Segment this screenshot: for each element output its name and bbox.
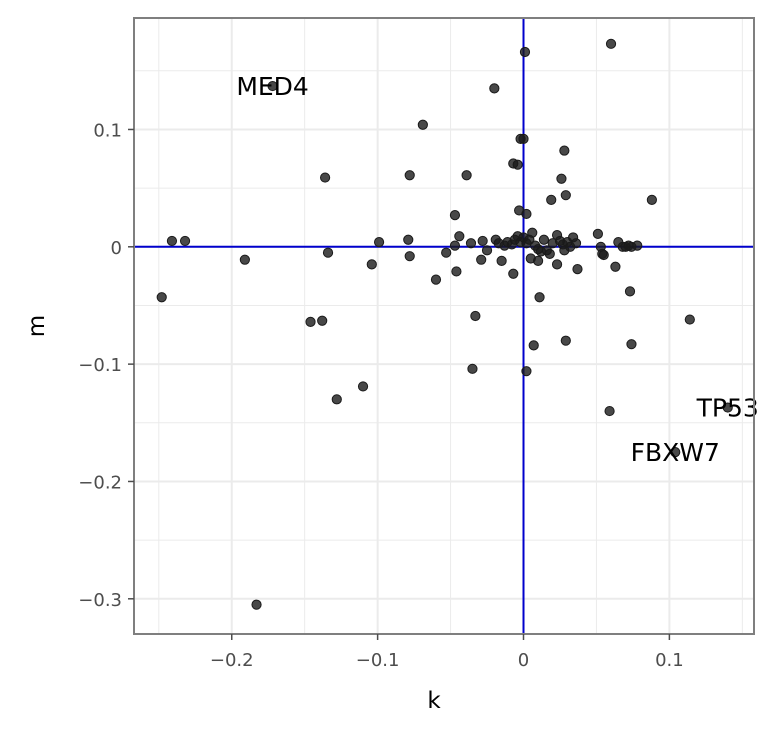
data-point <box>598 249 609 261</box>
data-point <box>521 366 532 377</box>
data-point <box>610 261 621 272</box>
data-point <box>551 259 563 270</box>
y-tick-label: −0.3 <box>78 590 122 611</box>
point-labels: MED4 TP53 FBXW7 <box>236 72 759 467</box>
y-tick-label: 0.1 <box>93 120 122 141</box>
data-point <box>521 208 532 220</box>
data-point <box>366 259 377 270</box>
y-axis-title: m <box>24 315 50 337</box>
data-point <box>532 255 544 266</box>
data-point <box>519 46 531 58</box>
data-point <box>481 245 493 256</box>
data-point <box>357 381 369 392</box>
y-axis-ticks: −0.3 −0.2 −0.1 0 0.1 <box>78 120 134 611</box>
data-point <box>404 251 415 262</box>
data-point <box>404 170 415 181</box>
data-point <box>544 248 555 259</box>
data-point <box>624 286 636 297</box>
data-point <box>465 238 477 249</box>
data-point <box>570 238 582 249</box>
data-point <box>470 310 481 322</box>
data-point <box>305 316 316 327</box>
x-tick-label: −0.1 <box>356 650 400 671</box>
data-point <box>646 194 657 205</box>
y-tick-label: −0.2 <box>78 472 122 493</box>
x-tick-label: 0 <box>518 650 529 671</box>
data-point <box>373 237 385 248</box>
plot-panel <box>134 18 754 634</box>
data-point <box>512 159 523 170</box>
data-point <box>605 38 617 49</box>
data-point <box>320 172 331 183</box>
data-point <box>449 240 461 251</box>
data-point <box>496 255 507 266</box>
data-point <box>592 228 604 239</box>
minor-gridlines <box>134 18 754 634</box>
data-point <box>508 268 519 279</box>
data-point <box>722 402 733 413</box>
data-point <box>441 247 452 258</box>
data-point <box>179 235 191 247</box>
data-points <box>156 38 733 610</box>
data-point <box>467 363 478 374</box>
data-point <box>454 231 465 242</box>
data-point <box>556 173 567 184</box>
data-point <box>489 83 500 94</box>
data-point <box>670 447 681 458</box>
data-point <box>331 394 342 405</box>
data-point <box>451 266 462 277</box>
x-axis-ticks: −0.2 −0.1 0 0.1 <box>210 634 684 671</box>
data-point <box>626 339 637 350</box>
data-point <box>534 292 545 303</box>
y-tick-label: 0 <box>111 238 122 259</box>
data-point <box>528 340 539 351</box>
data-point <box>322 247 334 258</box>
data-point <box>461 170 472 181</box>
data-point <box>538 234 550 245</box>
panel-border <box>133 17 755 635</box>
x-tick-label: −0.2 <box>210 650 254 671</box>
data-point <box>166 235 178 247</box>
data-point <box>156 292 167 303</box>
data-point <box>267 80 278 92</box>
data-point <box>317 315 328 326</box>
data-point <box>560 335 571 346</box>
x-axis-title: k <box>427 688 441 714</box>
data-point <box>604 405 615 417</box>
data-point <box>476 254 487 265</box>
data-point <box>477 235 488 247</box>
data-point <box>251 599 262 610</box>
data-point <box>572 263 583 275</box>
data-point <box>527 227 538 238</box>
reference-lines <box>134 18 754 634</box>
data-point <box>560 190 571 201</box>
x-tick-label: 0.1 <box>655 650 684 671</box>
point-label: TP53 <box>696 394 759 423</box>
data-point <box>559 145 570 156</box>
point-label: FBXW7 <box>631 438 720 467</box>
data-point <box>546 194 557 205</box>
data-point <box>632 240 643 251</box>
data-point <box>239 254 250 265</box>
point-label: MED4 <box>236 72 309 101</box>
data-point <box>430 274 442 285</box>
data-point <box>403 234 414 245</box>
data-point <box>518 133 529 144</box>
y-tick-label: −0.1 <box>78 355 122 376</box>
data-point <box>684 314 695 325</box>
data-point <box>449 210 461 221</box>
data-point <box>417 119 428 130</box>
